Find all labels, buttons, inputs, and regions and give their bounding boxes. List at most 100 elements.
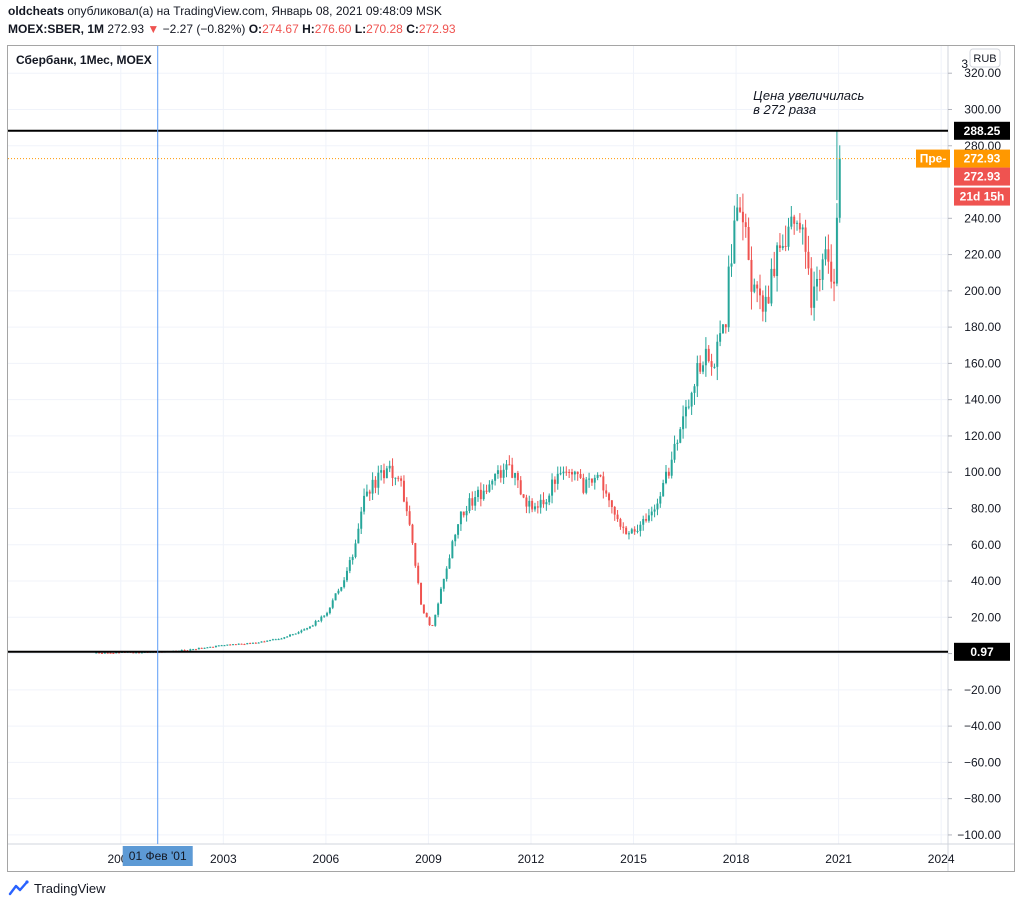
candle-body[interactable] [368,491,371,494]
candle-body[interactable] [568,471,571,473]
candle-body[interactable] [234,644,237,646]
candle-body[interactable] [243,644,246,646]
candle-body[interactable] [590,478,593,483]
candle-body[interactable] [736,207,739,221]
candle-body[interactable] [377,472,380,488]
candle-body[interactable] [756,284,759,289]
candle-body[interactable] [286,636,289,638]
candle-body[interactable] [696,363,699,387]
candle-body[interactable] [277,639,280,641]
candle-body[interactable] [647,515,650,521]
candle-body[interactable] [380,470,383,473]
tradingview-brand[interactable]: TradingView [34,880,106,896]
candle-body[interactable] [793,216,796,224]
candle-body[interactable] [553,479,556,484]
candle-body[interactable] [778,245,781,249]
candle-body[interactable] [420,582,423,605]
candle-body[interactable] [317,620,320,622]
candle-body[interactable] [721,324,724,334]
candle-body[interactable] [254,642,257,644]
candle-body[interactable] [573,471,576,475]
candle-body[interactable] [588,478,591,480]
candle-body[interactable] [422,604,425,613]
author-name[interactable]: oldcheats [8,4,65,18]
candle-body[interactable] [764,296,767,312]
candle-body[interactable] [702,365,705,372]
candle-body[interactable] [180,650,183,652]
candle-body[interactable] [297,632,300,634]
candle-body[interactable] [662,482,665,497]
candle-body[interactable] [223,645,226,647]
candle-body[interactable] [750,259,753,292]
candle-body[interactable] [263,641,266,643]
candle-body[interactable] [240,643,243,645]
candle-body[interactable] [280,638,283,640]
candle-body[interactable] [699,363,702,372]
candle-body[interactable] [289,634,291,637]
candle-body[interactable] [246,643,249,645]
candle-body[interactable] [625,527,628,535]
candle-body[interactable] [197,647,200,650]
candle-body[interactable] [251,642,254,644]
candle-body[interactable] [639,524,642,531]
candle-body[interactable] [343,580,346,588]
candle-body[interactable] [730,263,733,267]
candle-body[interactable] [650,511,653,516]
candle-body[interactable] [462,511,465,516]
candle-body[interactable] [445,568,448,579]
candle-body[interactable] [596,474,599,478]
candle-body[interactable] [744,222,747,228]
candle-body[interactable] [138,652,141,654]
candle-body[interactable] [676,442,679,444]
candle-body[interactable] [360,511,363,529]
candle-body[interactable] [496,470,499,474]
candle-body[interactable] [345,570,348,581]
candle-body[interactable] [383,470,385,479]
candle-body[interactable] [525,497,528,507]
candle-body[interactable] [414,543,417,566]
candle-body[interactable] [585,479,588,493]
candle-body[interactable] [334,593,337,601]
candle-body[interactable] [192,649,195,651]
candle-body[interactable] [613,506,616,515]
price-chart[interactable]: 320.00300.00280.00240.00220.00200.00180.… [8,46,1014,871]
candle-body[interactable] [106,652,109,654]
candle-body[interactable] [459,511,462,525]
candle-body[interactable] [593,477,596,483]
candle-body[interactable] [545,502,548,505]
candle-body[interactable] [619,519,622,527]
candle-body[interactable] [328,607,331,614]
candle-body[interactable] [391,465,394,479]
candle-body[interactable] [579,474,582,478]
candle-body[interactable] [670,459,673,476]
candle-body[interactable] [220,645,223,647]
candle-body[interactable] [733,220,736,264]
candle-body[interactable] [531,500,534,510]
candle-body[interactable] [98,652,101,654]
candle-body[interactable] [477,489,479,498]
candle-body[interactable] [693,386,696,393]
candle-body[interactable] [630,529,633,534]
candle-body[interactable] [271,639,274,641]
candle-body[interactable] [468,498,471,511]
candle-body[interactable] [559,473,562,475]
candle-body[interactable] [667,471,670,476]
candle-body[interactable] [536,506,539,508]
candle-body[interactable] [417,565,420,583]
candle-body[interactable] [101,652,103,654]
candle-body[interactable] [308,626,311,629]
candle-body[interactable] [135,652,138,654]
candle-body[interactable] [502,469,505,478]
candle-body[interactable] [109,652,112,654]
candle-body[interactable] [237,643,240,645]
candle-body[interactable] [645,519,648,521]
candle-body[interactable] [357,528,360,544]
candle-body[interactable] [602,476,605,491]
candle-body[interactable] [132,652,135,654]
candle-body[interactable] [690,392,693,407]
candle-body[interactable] [813,286,816,308]
candle-body[interactable] [437,603,440,615]
candle-body[interactable] [103,652,106,654]
candle-body[interactable] [519,480,522,495]
candle-body[interactable] [283,637,286,639]
